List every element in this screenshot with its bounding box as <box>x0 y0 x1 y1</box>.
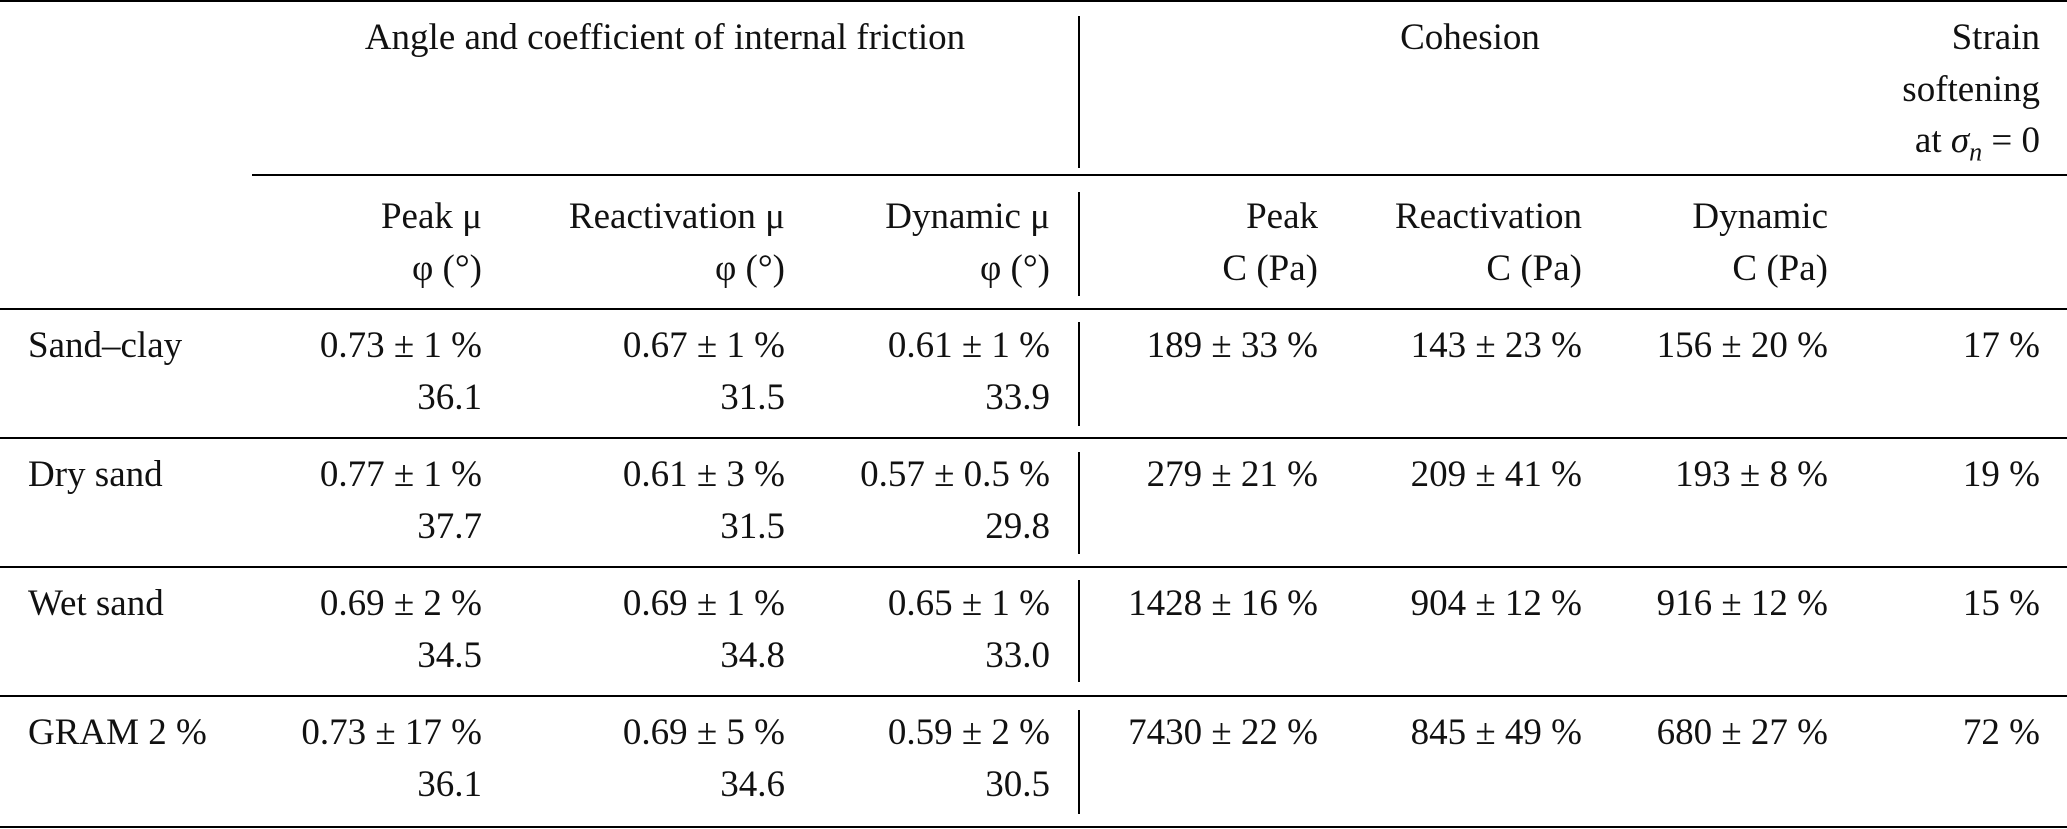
cell-dyn-phi: 33.9 <box>985 377 1050 418</box>
cell-peak-phi: 34.5 <box>417 635 482 676</box>
group-header-cohesion: Cohesion <box>1400 17 1540 58</box>
cell-peak-c: 7430 ± 22 % <box>1128 712 1318 753</box>
row-label: GRAM 2 % <box>28 712 207 753</box>
cell-peak-phi: 36.1 <box>417 377 482 418</box>
column-divider <box>1078 452 1080 554</box>
cell-react-phi: 34.8 <box>720 635 785 676</box>
cell-react-c: 904 ± 12 % <box>1410 583 1582 624</box>
column-divider <box>1078 710 1080 814</box>
subheader-react-mu: Reactivation μ <box>568 196 785 237</box>
subheader-dyn-c: Dynamic <box>1692 196 1828 237</box>
cell-dyn-c: 156 ± 20 % <box>1656 325 1828 366</box>
cell-dyn-mu: 0.57 ± 0.5 % <box>860 454 1050 495</box>
cell-peak-phi: 36.1 <box>417 764 482 805</box>
cell-strain: 17 % <box>1962 325 2040 366</box>
cell-react-mu: 0.67 ± 1 % <box>622 325 785 366</box>
cell-peak-mu: 0.73 ± 17 % <box>301 712 482 753</box>
column-divider <box>1078 322 1080 426</box>
subheader-peak-mu: Peak μ <box>380 196 482 237</box>
top-rule <box>0 0 2067 2</box>
header-group-rule <box>252 174 2067 176</box>
subheader-peak-phi: φ (°) <box>411 248 482 289</box>
strain-eq-text: = 0 <box>1982 120 2040 161</box>
cell-peak-c: 189 ± 33 % <box>1146 325 1318 366</box>
cell-peak-c: 279 ± 21 % <box>1146 454 1318 495</box>
subheader-react-phi: φ (°) <box>714 248 785 289</box>
strain-header-line2: softening <box>1902 69 2040 110</box>
row-label: Wet sand <box>28 583 164 624</box>
cell-dyn-c: 916 ± 12 % <box>1656 583 1828 624</box>
cell-dyn-mu: 0.59 ± 2 % <box>887 712 1050 753</box>
cell-strain: 72 % <box>1962 712 2040 753</box>
row-label: Dry sand <box>28 454 163 495</box>
cell-dyn-phi: 29.8 <box>985 506 1050 547</box>
subheader-dyn-phi: φ (°) <box>979 248 1050 289</box>
cell-peak-mu: 0.73 ± 1 % <box>319 325 482 366</box>
header-bottom-rule <box>0 308 2067 310</box>
cell-react-phi: 31.5 <box>720 506 785 547</box>
strain-header-line1: Strain <box>1951 17 2040 58</box>
sigma-subscript: n <box>1969 137 1983 167</box>
cell-dyn-phi: 30.5 <box>985 764 1050 805</box>
cell-strain: 15 % <box>1962 583 2040 624</box>
subheader-peak-c: Peak <box>1246 196 1318 237</box>
bottom-rule <box>0 826 2067 828</box>
subheader-react-c: Reactivation <box>1395 196 1582 237</box>
strain-at-text: at <box>1914 120 1951 161</box>
cell-react-mu: 0.61 ± 3 % <box>622 454 785 495</box>
column-divider <box>1078 580 1080 682</box>
column-divider <box>1078 192 1080 296</box>
strain-header-line3: at σn = 0 <box>1800 116 2040 177</box>
row-divider <box>0 566 2067 568</box>
cell-dyn-c: 193 ± 8 % <box>1675 454 1828 495</box>
cell-react-mu: 0.69 ± 5 % <box>622 712 785 753</box>
cell-strain: 19 % <box>1962 454 2040 495</box>
cell-react-c: 143 ± 23 % <box>1410 325 1582 366</box>
cell-dyn-mu: 0.65 ± 1 % <box>887 583 1050 624</box>
cell-dyn-mu: 0.61 ± 1 % <box>887 325 1050 366</box>
cell-react-mu: 0.69 ± 1 % <box>622 583 785 624</box>
row-divider <box>0 695 2067 697</box>
subheader-react-c-unit: C (Pa) <box>1486 248 1582 289</box>
group-header-friction: Angle and coefficient of internal fricti… <box>364 17 966 58</box>
subheader-dyn-mu: Dynamic μ <box>885 196 1050 237</box>
column-divider <box>1078 16 1080 168</box>
cell-peak-mu: 0.69 ± 2 % <box>319 583 482 624</box>
cell-dyn-phi: 33.0 <box>985 635 1050 676</box>
cell-react-c: 845 ± 49 % <box>1410 712 1582 753</box>
cell-react-c: 209 ± 41 % <box>1410 454 1582 495</box>
cell-peak-mu: 0.77 ± 1 % <box>319 454 482 495</box>
cell-react-phi: 34.6 <box>720 764 785 805</box>
cell-peak-c: 1428 ± 16 % <box>1128 583 1318 624</box>
sigma-symbol: σ <box>1950 120 1970 161</box>
row-divider <box>0 437 2067 439</box>
row-label: Sand–clay <box>28 325 183 366</box>
subheader-dyn-c-unit: C (Pa) <box>1732 248 1828 289</box>
cell-dyn-c: 680 ± 27 % <box>1656 712 1828 753</box>
subheader-peak-c-unit: C (Pa) <box>1222 248 1318 289</box>
cell-react-phi: 31.5 <box>720 377 785 418</box>
cell-peak-phi: 37.7 <box>417 506 482 547</box>
